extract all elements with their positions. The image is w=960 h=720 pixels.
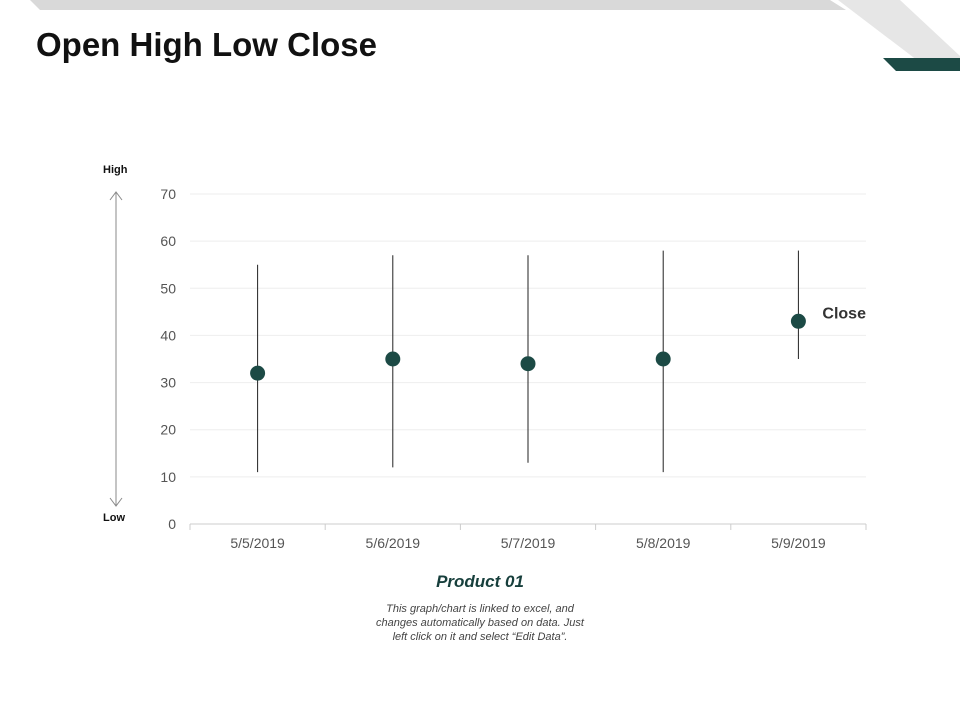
y-tick-label: 0 <box>168 516 176 532</box>
product-description: This graph/chart is linked to excel, and… <box>376 603 584 643</box>
y-tick-label: 40 <box>160 327 176 343</box>
y-tick-label: 30 <box>160 375 176 391</box>
y-tick-label: 70 <box>160 186 176 202</box>
range-low-label: Low <box>103 512 125 524</box>
x-tick-label: 5/5/2019 <box>230 535 285 551</box>
close-point <box>520 356 536 372</box>
y-tick-label: 60 <box>160 233 176 249</box>
close-point <box>655 351 671 367</box>
header-corner-light <box>838 0 960 70</box>
y-tick-label: 10 <box>160 469 176 485</box>
x-tick-label: 5/6/2019 <box>366 535 421 551</box>
header-decoration <box>30 0 960 71</box>
close-point <box>790 313 806 329</box>
header-band-light <box>30 0 846 10</box>
x-tick-label: 5/7/2019 <box>501 535 556 551</box>
close-point <box>385 351 401 367</box>
x-tick-label: 5/9/2019 <box>771 535 826 551</box>
close-point <box>250 365 266 381</box>
y-tick-label: 50 <box>160 280 176 296</box>
range-high-label: High <box>103 164 128 176</box>
product-title: Product 01 <box>436 572 524 591</box>
page-title: Open High Low Close <box>36 26 378 63</box>
header-corner-accent <box>883 58 960 71</box>
y-tick-label: 20 <box>160 422 176 438</box>
high-low-arrow-icon <box>109 191 123 507</box>
x-tick-label: 5/8/2019 <box>636 535 691 551</box>
close-annotation-label: Close <box>822 305 866 322</box>
